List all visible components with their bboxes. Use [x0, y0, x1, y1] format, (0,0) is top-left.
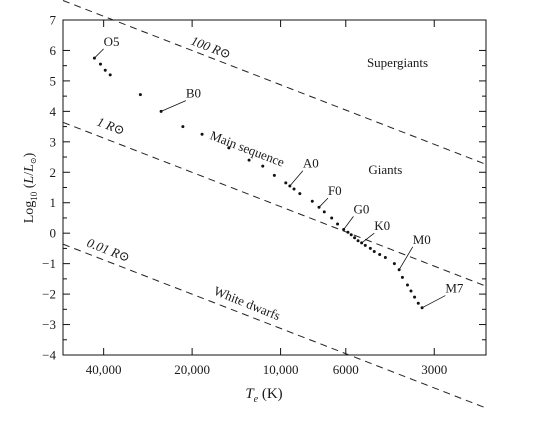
data-point	[416, 301, 420, 305]
rotated-annotation: White dwarfs	[212, 283, 283, 323]
x-tick-label: 6000	[333, 362, 359, 377]
main-sequence-points	[92, 56, 424, 310]
plot-frame	[62, 19, 487, 356]
spectral-leader-line	[421, 295, 446, 309]
x-axis-ticks: 40,000 20,000 10,000 6000 3000	[86, 20, 447, 377]
spectral-leader-line	[289, 170, 304, 187]
radius-line	[62, 0, 487, 165]
spectral-type-label: B0	[186, 86, 201, 101]
spectral-leader-line	[318, 197, 329, 208]
data-point	[372, 249, 376, 253]
radius-line	[62, 243, 487, 409]
spectral-type-label: G0	[353, 201, 369, 216]
data-point	[356, 239, 360, 243]
spectral-type-label: A0	[303, 156, 319, 171]
data-point	[272, 173, 276, 177]
x-tick-label: 3000	[421, 362, 447, 377]
rotated-labels: Main sequence White dwarfs	[208, 128, 287, 324]
spectral-type-label: M0	[413, 232, 431, 247]
y-tick-label: −1	[42, 256, 56, 271]
data-point	[310, 199, 314, 203]
data-point	[322, 210, 326, 214]
x-axis-title: Te (K)	[245, 386, 282, 405]
y-tick-label: 3	[50, 134, 57, 149]
region-label: Supergiants	[367, 55, 428, 70]
spectral-type-label: M7	[445, 281, 464, 296]
data-point	[247, 158, 251, 162]
y-tick-label: 4	[50, 104, 57, 119]
y-tick-label: 2	[50, 165, 57, 180]
spectral-type-label: F0	[328, 183, 342, 198]
x-tick-label: 20,000	[174, 362, 210, 377]
data-point	[108, 73, 112, 77]
data-point	[400, 275, 404, 279]
y-tick-label: 6	[50, 43, 57, 58]
data-point	[292, 187, 296, 191]
spectral-type-labels: O5 B0 A0 F0 G0 K0 M0 M7	[94, 34, 464, 309]
data-point	[98, 62, 102, 66]
spectral-leader-line	[361, 232, 375, 244]
y-tick-label: 7	[50, 13, 57, 28]
radius-line-label: 0.01 R⊙	[85, 235, 132, 265]
data-point	[363, 243, 367, 247]
region-label: Giants	[368, 162, 402, 177]
y-axis-title: Log10 (L/L⊙)	[22, 152, 39, 223]
radius-line-label: 1 R⊙	[95, 114, 127, 138]
data-point	[368, 246, 372, 250]
data-point	[392, 262, 396, 266]
data-point	[261, 164, 265, 168]
y-axis-ticks: 7 6 5 4 3 2 1 0 −1 −2 −3 −4	[42, 13, 486, 363]
y-tick-label: −3	[42, 317, 56, 332]
data-point	[103, 68, 107, 72]
y-tick-label: 5	[50, 73, 57, 88]
data-point	[378, 253, 382, 256]
y-tick-label: −4	[42, 348, 56, 363]
data-point	[336, 222, 340, 226]
spectral-leader-line	[343, 216, 354, 230]
spectral-type-label: O5	[104, 34, 120, 49]
data-point	[405, 283, 409, 287]
data-point	[284, 181, 288, 185]
spectral-type-label: K0	[374, 218, 390, 233]
data-point	[413, 295, 417, 299]
data-point	[138, 93, 142, 97]
x-tick-label: 40,000	[86, 362, 122, 377]
data-point	[409, 289, 413, 293]
data-point	[346, 230, 350, 234]
rotated-annotation: Main sequence	[208, 128, 287, 170]
data-point	[383, 256, 387, 260]
x-tick-label: 10,000	[263, 362, 299, 377]
data-point	[298, 192, 302, 196]
data-point	[349, 233, 353, 237]
spectral-leader-line	[398, 246, 414, 270]
data-point	[330, 216, 334, 220]
region-labels: Supergiants Giants	[367, 55, 428, 177]
y-tick-label: 0	[50, 226, 57, 241]
y-tick-label: −2	[42, 287, 56, 302]
radius-line	[62, 121, 487, 287]
spectral-leader-line	[160, 100, 187, 112]
y-tick-label: 1	[50, 195, 57, 210]
data-point	[227, 146, 231, 150]
data-point	[200, 132, 204, 136]
data-point	[181, 125, 185, 129]
spectral-leader-line	[94, 48, 104, 59]
data-point	[353, 236, 357, 240]
